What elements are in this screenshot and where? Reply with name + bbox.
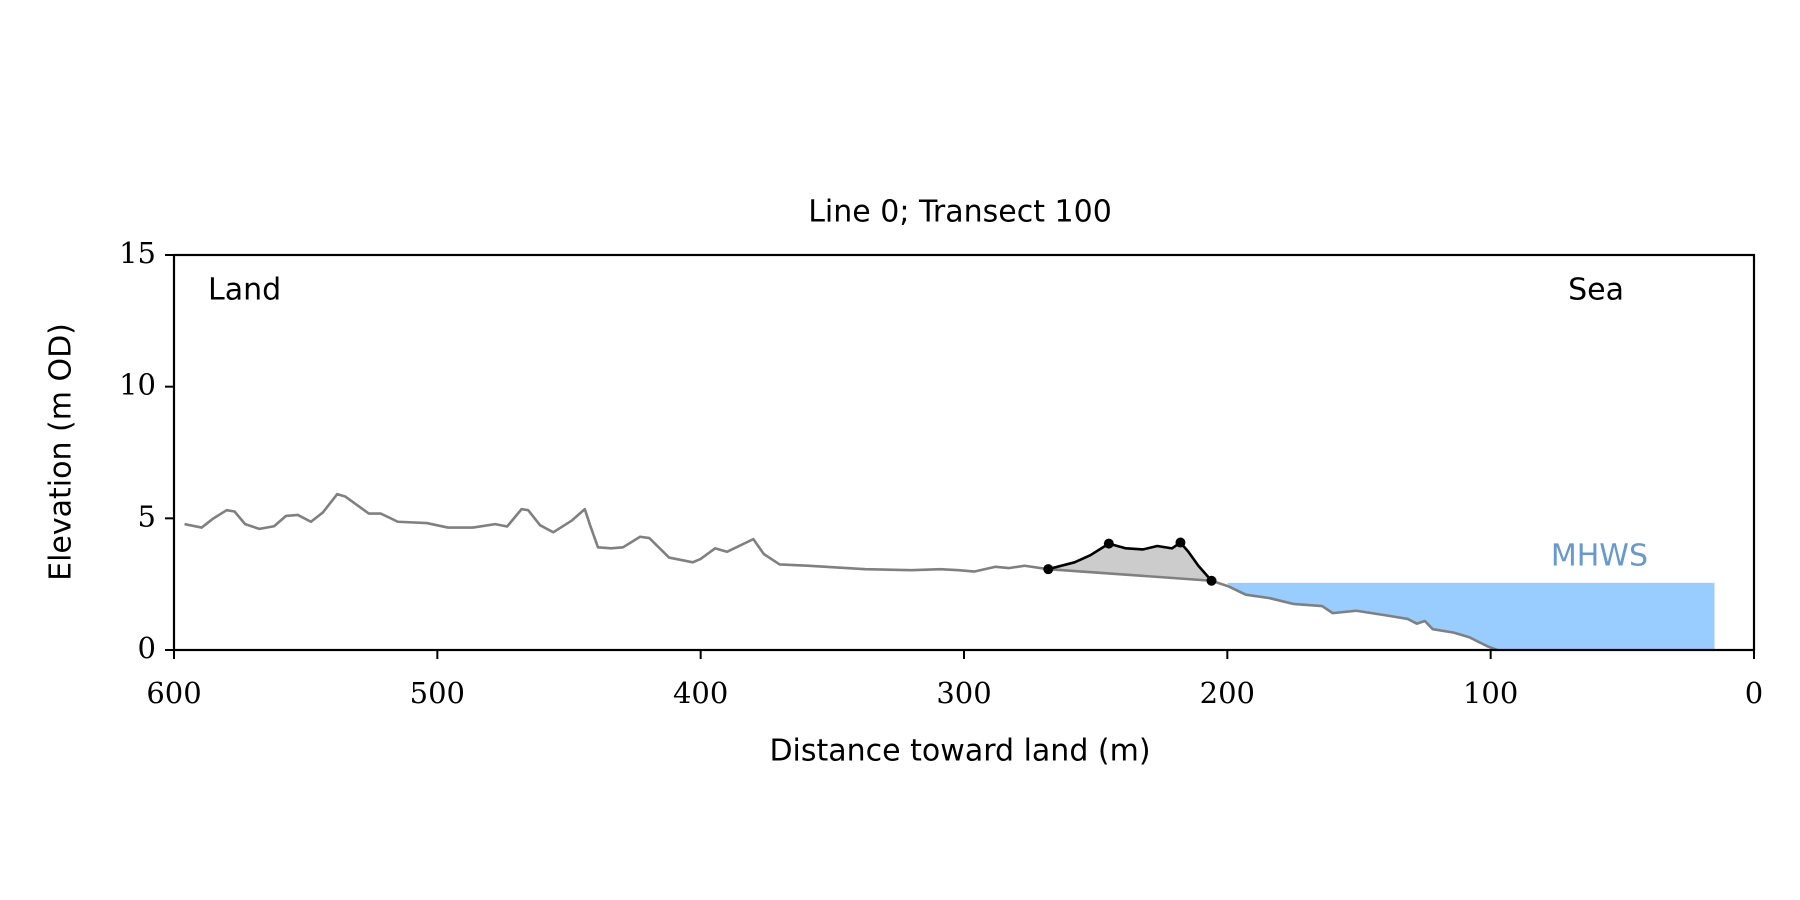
x-tick-label: 300 xyxy=(936,676,991,710)
annotation: Sea xyxy=(1568,273,1624,308)
x-tick-label: 600 xyxy=(146,676,201,710)
y-tick-label: 10 xyxy=(119,368,156,402)
point-marker xyxy=(1175,537,1186,548)
mhws-label: MHWS xyxy=(1551,538,1648,573)
chart-title: Line 0; Transect 100 xyxy=(808,195,1112,230)
y-tick-label: 0 xyxy=(138,631,156,665)
x-tick-label: 0 xyxy=(1745,676,1763,710)
x-tick-label: 200 xyxy=(1200,676,1255,710)
annotation: Land xyxy=(208,273,281,308)
x-tick-label: 500 xyxy=(410,676,465,710)
point-marker xyxy=(1206,575,1217,586)
point-marker xyxy=(1043,564,1054,575)
x-axis-label: Distance toward land (m) xyxy=(769,734,1150,769)
y-tick-label: 15 xyxy=(119,236,156,270)
x-tick-label: 100 xyxy=(1463,676,1518,710)
x-tick-label: 400 xyxy=(673,676,728,710)
y-axis-label: Elevation (m OD) xyxy=(44,323,79,581)
profile-line xyxy=(1047,541,1213,582)
y-tick-label: 5 xyxy=(138,499,156,533)
point-marker xyxy=(1103,538,1114,549)
mhws-area xyxy=(1227,582,1715,650)
profile-line xyxy=(184,492,1498,652)
